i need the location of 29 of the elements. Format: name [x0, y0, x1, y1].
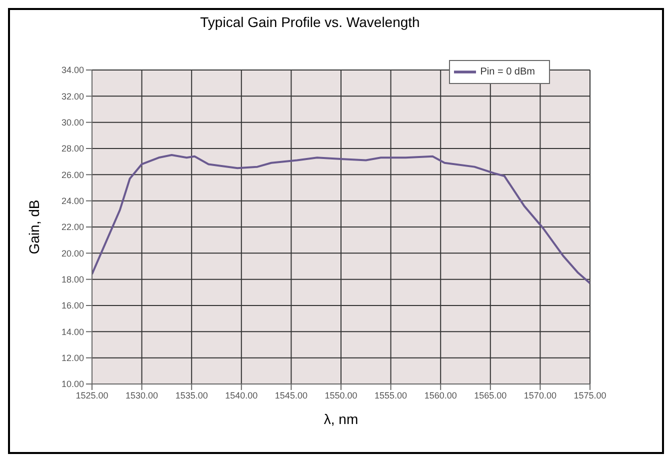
- x-tick-label: 1525.00: [76, 390, 108, 400]
- y-axis-title: Gain, dB: [26, 200, 42, 254]
- x-tick-label: 1570.00: [524, 390, 556, 400]
- chart-title: Typical Gain Profile vs. Wavelength: [199, 14, 421, 30]
- x-tick-label: 1560.00: [424, 390, 457, 400]
- x-tick-label: 1565.00: [474, 390, 507, 400]
- y-tick-label: 16.00: [61, 300, 84, 311]
- x-tick-label: 1530.00: [126, 390, 158, 400]
- legend-label: Pin = 0 dBm: [480, 66, 535, 78]
- y-tick-label: 32.00: [61, 91, 84, 102]
- x-tick-label: 1575.00: [574, 390, 606, 400]
- line-series: [92, 154, 590, 284]
- y-tick-label: 14.00: [61, 326, 84, 337]
- x-tick-label: 1550.00: [324, 390, 358, 400]
- y-tick-label: 24.00: [61, 196, 84, 206]
- y-tick-label: 20.00: [61, 248, 84, 258]
- y-tick-label: 18.00: [61, 274, 84, 285]
- y-tick-label: 26.00: [61, 170, 84, 180]
- y-tick-label: 10.00: [61, 379, 84, 390]
- y-tick-label: 30.00: [61, 118, 84, 128]
- y-tick-label: 12.00: [61, 353, 84, 364]
- x-tick-label: 1535.00: [175, 390, 208, 400]
- y-tick-label: 34.00: [61, 65, 84, 76]
- y-tick-label: 28.00: [61, 144, 84, 154]
- x-tick-label: 1555.00: [374, 390, 408, 400]
- y-tick-label: 22.00: [61, 222, 84, 232]
- x-tick-label: 1540.00: [225, 390, 258, 400]
- x-axis-title: λ, nm: [324, 411, 358, 427]
- x-tick-label: 1545.00: [274, 390, 308, 400]
